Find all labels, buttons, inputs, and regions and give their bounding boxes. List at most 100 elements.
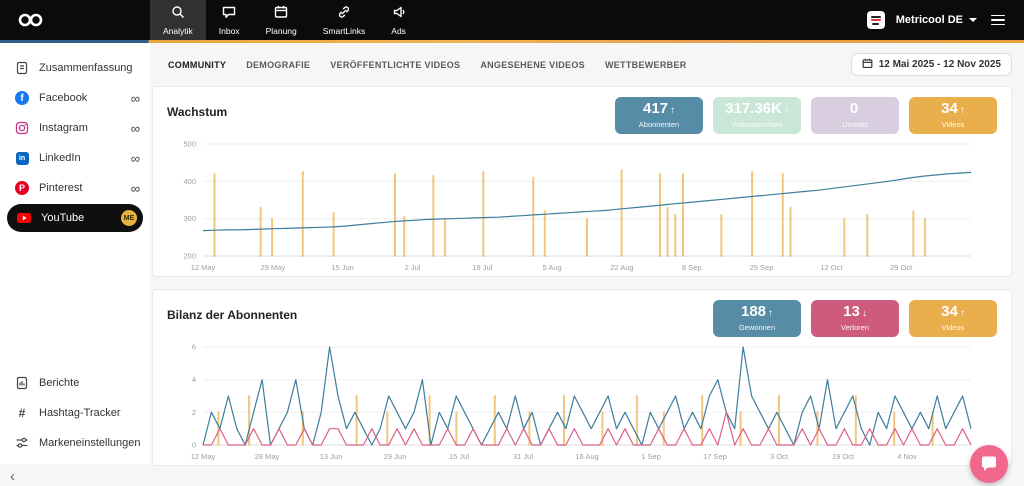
stat-badge-videoansichten[interactable]: 317.36K↑ Videoansichten <box>713 97 801 134</box>
analytics-tabs: COMMUNITY DEMOGRAFIE VERÖFFENTLICHTE VID… <box>168 60 687 70</box>
nav-planung[interactable]: Planung <box>253 0 310 40</box>
svg-text:15 Jun: 15 Jun <box>331 263 354 272</box>
infinity-icon: ∞ <box>131 92 140 105</box>
infinity-icon: ∞ <box>131 152 140 165</box>
megaphone-icon <box>392 5 406 24</box>
main-content: COMMUNITY DEMOGRAFIE VERÖFFENTLICHTE VID… <box>150 43 1024 486</box>
up-arrow-icon: ↑ <box>784 105 789 116</box>
svg-text:13 Jun: 13 Jun <box>320 452 343 461</box>
sidebar-item-label: Markeneinstellungen <box>39 437 140 449</box>
top-navigation: Analytik Inbox Planung SmartLinks <box>150 0 419 40</box>
up-arrow-icon: ↑ <box>768 308 773 319</box>
instagram-icon <box>14 121 30 135</box>
svg-text:400: 400 <box>183 177 196 186</box>
account-name: Metricool DE <box>896 14 963 26</box>
nav-label: SmartLinks <box>323 26 366 36</box>
search-icon <box>171 5 185 24</box>
tabs-row: COMMUNITY DEMOGRAFIE VERÖFFENTLICHTE VID… <box>168 53 1012 76</box>
sidebar-item-instagram[interactable]: Instagram ∞ <box>0 113 150 143</box>
sidebar-collapse-icon[interactable]: ‹ <box>10 469 15 484</box>
infinity-logo-icon <box>16 12 46 28</box>
sidebar-tools: Berichte # Hashtag-Tracker Markeneinstel… <box>0 368 150 464</box>
chat-icon <box>980 455 998 473</box>
account-menu[interactable]: Metricool DE <box>896 14 977 26</box>
hamburger-menu-icon[interactable] <box>988 12 1008 29</box>
wachstum-card: Wachstum 417↑ Abonnenten 317.36K↑ Videoa… <box>152 86 1012 277</box>
svg-text:3 Oct: 3 Oct <box>770 452 789 461</box>
nav-smartlinks[interactable]: SmartLinks <box>310 0 379 40</box>
sidebar-item-label: Zusammenfassung <box>39 62 140 74</box>
nav-ads[interactable]: Ads <box>378 0 419 40</box>
stat-badges: 188↑ Gewonnen 13↓ Verloren 34↑ Videos <box>713 300 997 337</box>
svg-text:17 Sep: 17 Sep <box>703 452 727 461</box>
nav-label: Inbox <box>219 26 240 36</box>
sidebar-item-zusammenfassung[interactable]: Zusammenfassung <box>0 53 150 83</box>
svg-text:5 Aug: 5 Aug <box>543 263 562 272</box>
sidebar-item-facebook[interactable]: f Facebook ∞ <box>0 83 150 113</box>
tab-angesehene-videos[interactable]: ANGESEHENE VIDEOS <box>480 60 585 70</box>
growth-chart[interactable]: 200 300 400 500 12 May 29 May 15 Jun 2 Jul 19 Ju… <box>167 136 999 274</box>
svg-text:12 May: 12 May <box>191 452 216 461</box>
infinity-icon: ∞ <box>131 182 140 195</box>
sidebar-item-label: Pinterest <box>39 182 122 194</box>
sidebar-item-berichte[interactable]: Berichte <box>0 368 150 398</box>
tab-community[interactable]: COMMUNITY <box>168 60 226 70</box>
hashtag-icon: # <box>14 406 30 420</box>
sidebar-item-markeneinstellungen[interactable]: Markeneinstellungen <box>0 428 150 458</box>
svg-text:29 Jun: 29 Jun <box>384 452 407 461</box>
down-arrow-icon: ↓ <box>862 308 867 319</box>
nav-analytik[interactable]: Analytik <box>150 0 206 40</box>
date-range-label: 12 Mai 2025 - 12 Nov 2025 <box>879 59 1001 70</box>
date-range-picker[interactable]: 12 Mai 2025 - 12 Nov 2025 <box>851 53 1012 76</box>
topbar-right: Metricool DE <box>867 11 1008 29</box>
svg-text:29 Oct: 29 Oct <box>890 263 913 272</box>
app-window: Analytik Inbox Planung SmartLinks <box>0 0 1024 486</box>
svg-text:12 May: 12 May <box>191 263 216 272</box>
stat-badge-umsatz[interactable]: 0 Umsatz <box>811 97 899 134</box>
stat-badge-videos[interactable]: 34↑ Videos <box>909 300 997 337</box>
svg-text:1 Sep: 1 Sep <box>641 452 661 461</box>
svg-text:16 Aug: 16 Aug <box>575 452 598 461</box>
chat-fab-button[interactable] <box>970 445 1008 483</box>
svg-text:6: 6 <box>192 343 196 352</box>
svg-text:22 Aug: 22 Aug <box>610 263 633 272</box>
chevron-down-icon <box>969 18 977 22</box>
stat-badges: 417↑ Abonnenten 317.36K↑ Videoansichten … <box>615 97 997 134</box>
sidebar-item-hashtag-tracker[interactable]: # Hashtag-Tracker <box>0 398 150 428</box>
metricool-logo[interactable] <box>16 12 50 28</box>
svg-text:500: 500 <box>183 140 196 149</box>
stat-badge-verloren[interactable]: 13↓ Verloren <box>811 300 899 337</box>
tab-wettbewerber[interactable]: WETTBEWERBER <box>605 60 687 70</box>
sidebar-item-pinterest[interactable]: P Pinterest ∞ <box>0 173 150 203</box>
facebook-icon: f <box>14 91 30 105</box>
stat-badge-abonnenten[interactable]: 417↑ Abonnenten <box>615 97 703 134</box>
svg-text:19 Jul: 19 Jul <box>472 263 492 272</box>
nav-label: Analytik <box>163 26 193 36</box>
card-title: Wachstum <box>167 105 227 119</box>
svg-text:4 Nov: 4 Nov <box>897 452 917 461</box>
linkedin-icon: in <box>14 152 30 165</box>
sidebar-item-label: YouTube <box>41 212 112 224</box>
pinterest-icon: P <box>14 181 30 195</box>
stat-badge-videos[interactable]: 34↑ Videos <box>909 97 997 134</box>
tab-veroeffentlichte-videos[interactable]: VERÖFFENTLICHTE VIDEOS <box>330 60 460 70</box>
stat-badge-gewonnen[interactable]: 188↑ Gewonnen <box>713 300 801 337</box>
balance-chart[interactable]: 024612 May28 May13 Jun29 Jun15 Jul31 Jul… <box>167 339 999 463</box>
sidebar-item-label: Instagram <box>39 122 122 134</box>
brand-badge[interactable] <box>867 11 885 29</box>
svg-text:31 Jul: 31 Jul <box>513 452 533 461</box>
svg-text:300: 300 <box>183 214 196 223</box>
svg-text:19 Oct: 19 Oct <box>832 452 855 461</box>
youtube-icon <box>16 211 32 225</box>
svg-text:15 Jul: 15 Jul <box>449 452 469 461</box>
card-title: Bilanz der Abonnenten <box>167 308 297 322</box>
nav-inbox[interactable]: Inbox <box>206 0 253 40</box>
svg-text:29 May: 29 May <box>260 263 285 272</box>
tab-demografie[interactable]: DEMOGRAFIE <box>246 60 310 70</box>
bilanz-card: Bilanz der Abonnenten 188↑ Gewonnen 13↓ … <box>152 289 1012 466</box>
svg-text:200: 200 <box>183 252 196 261</box>
sidebar-item-youtube[interactable]: YouTube ME <box>7 204 143 232</box>
sidebar-item-linkedin[interactable]: in LinkedIn ∞ <box>0 143 150 173</box>
sliders-icon <box>14 436 30 450</box>
svg-text:2 Jul: 2 Jul <box>405 263 421 272</box>
